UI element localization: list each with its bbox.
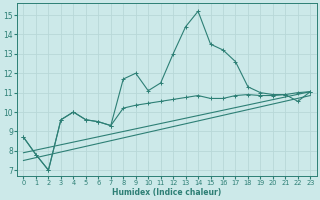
X-axis label: Humidex (Indice chaleur): Humidex (Indice chaleur)	[112, 188, 221, 197]
